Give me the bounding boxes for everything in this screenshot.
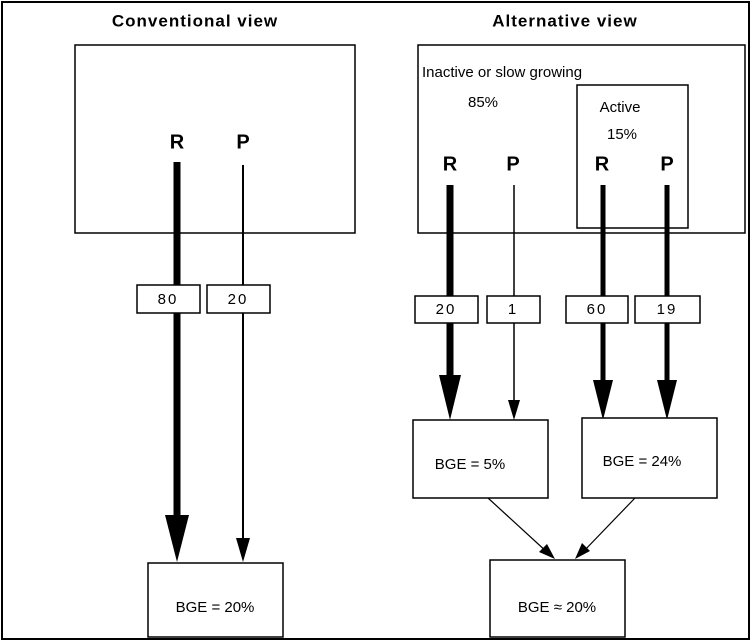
title: Alternative view — [492, 11, 637, 30]
flow-box — [634, 295, 701, 324]
flow-value: 20 — [436, 301, 457, 318]
letter: P — [506, 153, 519, 175]
flow-value: 60 — [587, 301, 608, 318]
active-share: 15% — [607, 126, 637, 143]
arrow — [508, 185, 520, 420]
inactive-share: 85% — [468, 94, 498, 111]
letter: P — [660, 153, 673, 175]
flow-value: 80 — [158, 291, 179, 308]
flow-value: 19 — [657, 301, 678, 318]
letter: R — [595, 153, 610, 175]
arrow — [593, 185, 613, 420]
result-box — [489, 559, 626, 638]
flow-value: 20 — [228, 291, 249, 308]
active-label: Active — [600, 99, 641, 116]
arrow — [439, 185, 461, 420]
flow-box — [565, 295, 629, 324]
cell-box — [74, 44, 356, 234]
flow-box — [206, 284, 271, 314]
result-box — [147, 562, 284, 638]
flow-value: 1 — [508, 301, 518, 318]
flow-box — [136, 284, 201, 314]
result: BGE ≈ 20% — [518, 599, 596, 616]
arrow — [575, 497, 636, 559]
title: Conventional view — [112, 11, 278, 30]
result-box — [581, 417, 718, 499]
flow-box — [486, 295, 541, 324]
flow-box — [414, 295, 479, 324]
letter: P — [236, 131, 249, 153]
letter: R — [170, 131, 185, 153]
letter: R — [443, 153, 458, 175]
result: BGE = 24% — [603, 453, 682, 470]
arrow — [657, 185, 677, 420]
result: BGE = 5% — [435, 456, 505, 473]
arrow — [165, 162, 189, 562]
result-box — [412, 419, 549, 499]
arrow — [487, 497, 555, 559]
result: BGE = 20% — [176, 599, 255, 616]
inactive-label: Inactive or slow growing — [422, 64, 582, 81]
arrow — [236, 165, 250, 562]
